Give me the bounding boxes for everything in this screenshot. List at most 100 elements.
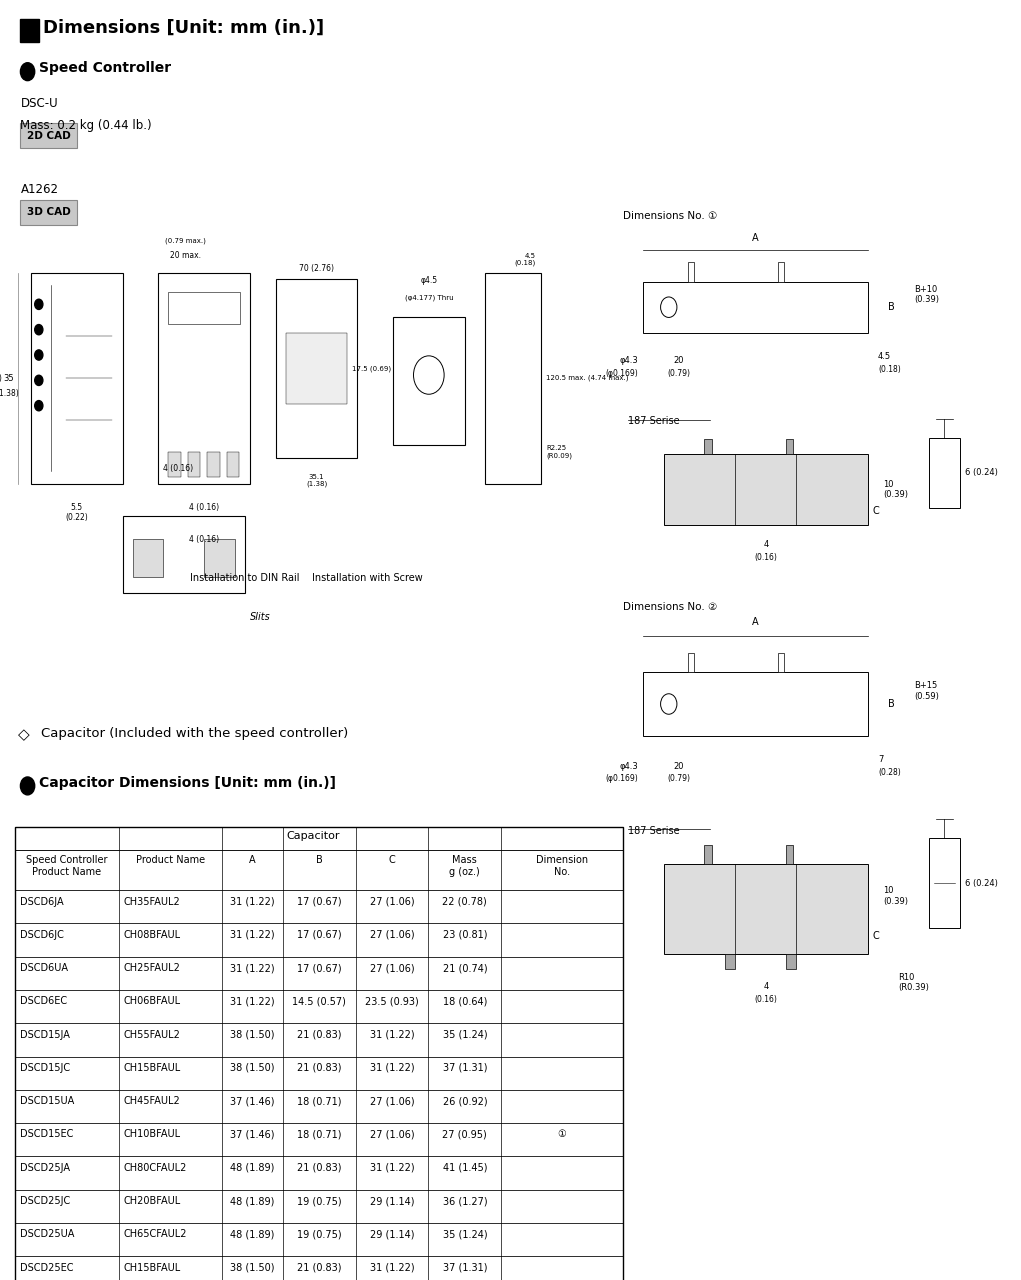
Bar bbox=[15, 1123, 623, 1156]
Text: 37 (1.31): 37 (1.31) bbox=[443, 1262, 487, 1272]
Text: Dimension
No.: Dimension No. bbox=[536, 855, 588, 877]
Text: CH80CFAUL2: CH80CFAUL2 bbox=[124, 1162, 187, 1172]
Text: 17.5 (0.69): 17.5 (0.69) bbox=[352, 365, 391, 372]
Text: 4.5: 4.5 bbox=[878, 352, 891, 361]
Text: A1262: A1262 bbox=[20, 183, 58, 196]
Text: 7: 7 bbox=[878, 755, 883, 764]
Bar bbox=[31, 273, 123, 484]
Circle shape bbox=[20, 63, 35, 81]
Text: 14.5 (0.57): 14.5 (0.57) bbox=[292, 996, 346, 1006]
Text: 4: 4 bbox=[763, 982, 769, 991]
Text: 38 (1.50): 38 (1.50) bbox=[230, 1262, 275, 1272]
Text: 26 (0.92): 26 (0.92) bbox=[442, 1096, 487, 1106]
Bar bbox=[15, 890, 623, 923]
Bar bbox=[688, 653, 694, 672]
Text: C: C bbox=[873, 931, 880, 941]
Bar bbox=[704, 845, 712, 864]
Bar bbox=[15, 827, 623, 850]
Text: (φ4.177) Thru: (φ4.177) Thru bbox=[404, 294, 453, 301]
Bar bbox=[20, 19, 39, 42]
Text: B: B bbox=[888, 699, 895, 709]
Bar bbox=[168, 452, 181, 477]
Text: DSCD6EC: DSCD6EC bbox=[20, 996, 67, 1006]
Text: 37 (1.46): 37 (1.46) bbox=[230, 1096, 275, 1106]
Bar bbox=[725, 954, 735, 969]
Text: B: B bbox=[888, 302, 895, 312]
Text: 6 (0.24): 6 (0.24) bbox=[965, 878, 998, 888]
Bar bbox=[133, 539, 163, 577]
Text: R10
(R0.39): R10 (R0.39) bbox=[898, 973, 929, 992]
Text: DSCD15JA: DSCD15JA bbox=[20, 1029, 70, 1039]
Bar bbox=[778, 262, 784, 282]
Text: Mass
g (oz.): Mass g (oz.) bbox=[449, 855, 480, 877]
Text: DSCD6UA: DSCD6UA bbox=[20, 963, 68, 973]
Bar bbox=[786, 954, 796, 969]
Text: (φ0.169): (φ0.169) bbox=[605, 369, 638, 378]
Text: (0.79): (0.79) bbox=[668, 774, 690, 783]
Bar bbox=[204, 539, 235, 577]
Text: DSCD25UA: DSCD25UA bbox=[20, 1229, 75, 1239]
Text: 38 (1.50): 38 (1.50) bbox=[230, 1062, 275, 1073]
Text: 35 (1.24): 35 (1.24) bbox=[442, 1229, 487, 1239]
Text: 21 (0.83): 21 (0.83) bbox=[297, 1062, 341, 1073]
Text: 4: 4 bbox=[763, 540, 769, 549]
Text: DSCD15UA: DSCD15UA bbox=[20, 1096, 75, 1106]
Bar bbox=[15, 1256, 623, 1280]
Bar bbox=[704, 439, 712, 454]
Text: CH15BFAUL: CH15BFAUL bbox=[124, 1062, 181, 1073]
Text: 187 Serise: 187 Serise bbox=[628, 416, 680, 426]
Text: 27 (0.95): 27 (0.95) bbox=[442, 1129, 487, 1139]
Text: CH65CFAUL2: CH65CFAUL2 bbox=[124, 1229, 187, 1239]
Text: (0.79): (0.79) bbox=[668, 369, 690, 378]
Text: φ4.5: φ4.5 bbox=[421, 276, 437, 285]
Text: 48 (1.89): 48 (1.89) bbox=[230, 1162, 275, 1172]
Bar bbox=[786, 439, 793, 454]
Bar bbox=[227, 452, 239, 477]
Text: Speed Controller
Product Name: Speed Controller Product Name bbox=[27, 855, 107, 877]
Text: DSCD6JC: DSCD6JC bbox=[20, 929, 64, 940]
Bar bbox=[123, 516, 245, 593]
Text: 4 (0.16): 4 (0.16) bbox=[189, 503, 220, 512]
Text: 27 (1.06): 27 (1.06) bbox=[370, 1096, 415, 1106]
Text: 41 (1.45): 41 (1.45) bbox=[443, 1162, 487, 1172]
Text: C: C bbox=[389, 855, 395, 865]
Text: 37 (1.31): 37 (1.31) bbox=[443, 1062, 487, 1073]
Text: 31 (1.22): 31 (1.22) bbox=[370, 1162, 415, 1172]
Text: 23 (0.81): 23 (0.81) bbox=[443, 929, 487, 940]
Text: 19 (0.75): 19 (0.75) bbox=[297, 1196, 341, 1206]
Text: 100 (3.94): 100 (3.94) bbox=[0, 374, 2, 383]
Text: (0.16): (0.16) bbox=[755, 995, 777, 1004]
Text: CH55FAUL2: CH55FAUL2 bbox=[124, 1029, 181, 1039]
Bar bbox=[15, 923, 623, 956]
Text: 21 (0.83): 21 (0.83) bbox=[297, 1162, 341, 1172]
Text: DSC-U: DSC-U bbox=[20, 97, 58, 110]
Text: Dimensions No. ①: Dimensions No. ① bbox=[623, 211, 717, 221]
Text: CH15BFAUL: CH15BFAUL bbox=[124, 1262, 181, 1272]
Text: 3D CAD: 3D CAD bbox=[27, 207, 70, 218]
Text: ◇: ◇ bbox=[18, 727, 31, 742]
Circle shape bbox=[20, 777, 35, 795]
Text: (1.38): (1.38) bbox=[0, 389, 19, 398]
Text: (0.16): (0.16) bbox=[755, 553, 777, 562]
Text: 21 (0.83): 21 (0.83) bbox=[297, 1262, 341, 1272]
Bar bbox=[778, 653, 784, 672]
Text: ①: ① bbox=[557, 1129, 567, 1139]
Text: Capacitor (Included with the speed controller): Capacitor (Included with the speed contr… bbox=[41, 727, 348, 740]
Text: 31 (1.22): 31 (1.22) bbox=[230, 896, 275, 906]
Bar bbox=[929, 438, 960, 508]
Text: 22 (0.78): 22 (0.78) bbox=[442, 896, 487, 906]
Circle shape bbox=[35, 300, 43, 310]
Text: 36 (1.27): 36 (1.27) bbox=[442, 1196, 487, 1206]
Text: 21 (0.74): 21 (0.74) bbox=[442, 963, 487, 973]
Text: (0.28): (0.28) bbox=[878, 768, 901, 777]
Text: 31 (1.22): 31 (1.22) bbox=[230, 996, 275, 1006]
Text: 23.5 (0.93): 23.5 (0.93) bbox=[366, 996, 419, 1006]
Text: 48 (1.89): 48 (1.89) bbox=[230, 1229, 275, 1239]
Text: 27 (1.06): 27 (1.06) bbox=[370, 896, 415, 906]
Text: 35 (1.24): 35 (1.24) bbox=[442, 1029, 487, 1039]
Bar bbox=[393, 317, 465, 445]
Text: 4 (0.16): 4 (0.16) bbox=[163, 465, 194, 474]
Bar bbox=[15, 1089, 623, 1123]
Text: 70 (2.76): 70 (2.76) bbox=[299, 264, 334, 273]
Bar bbox=[15, 1056, 623, 1089]
